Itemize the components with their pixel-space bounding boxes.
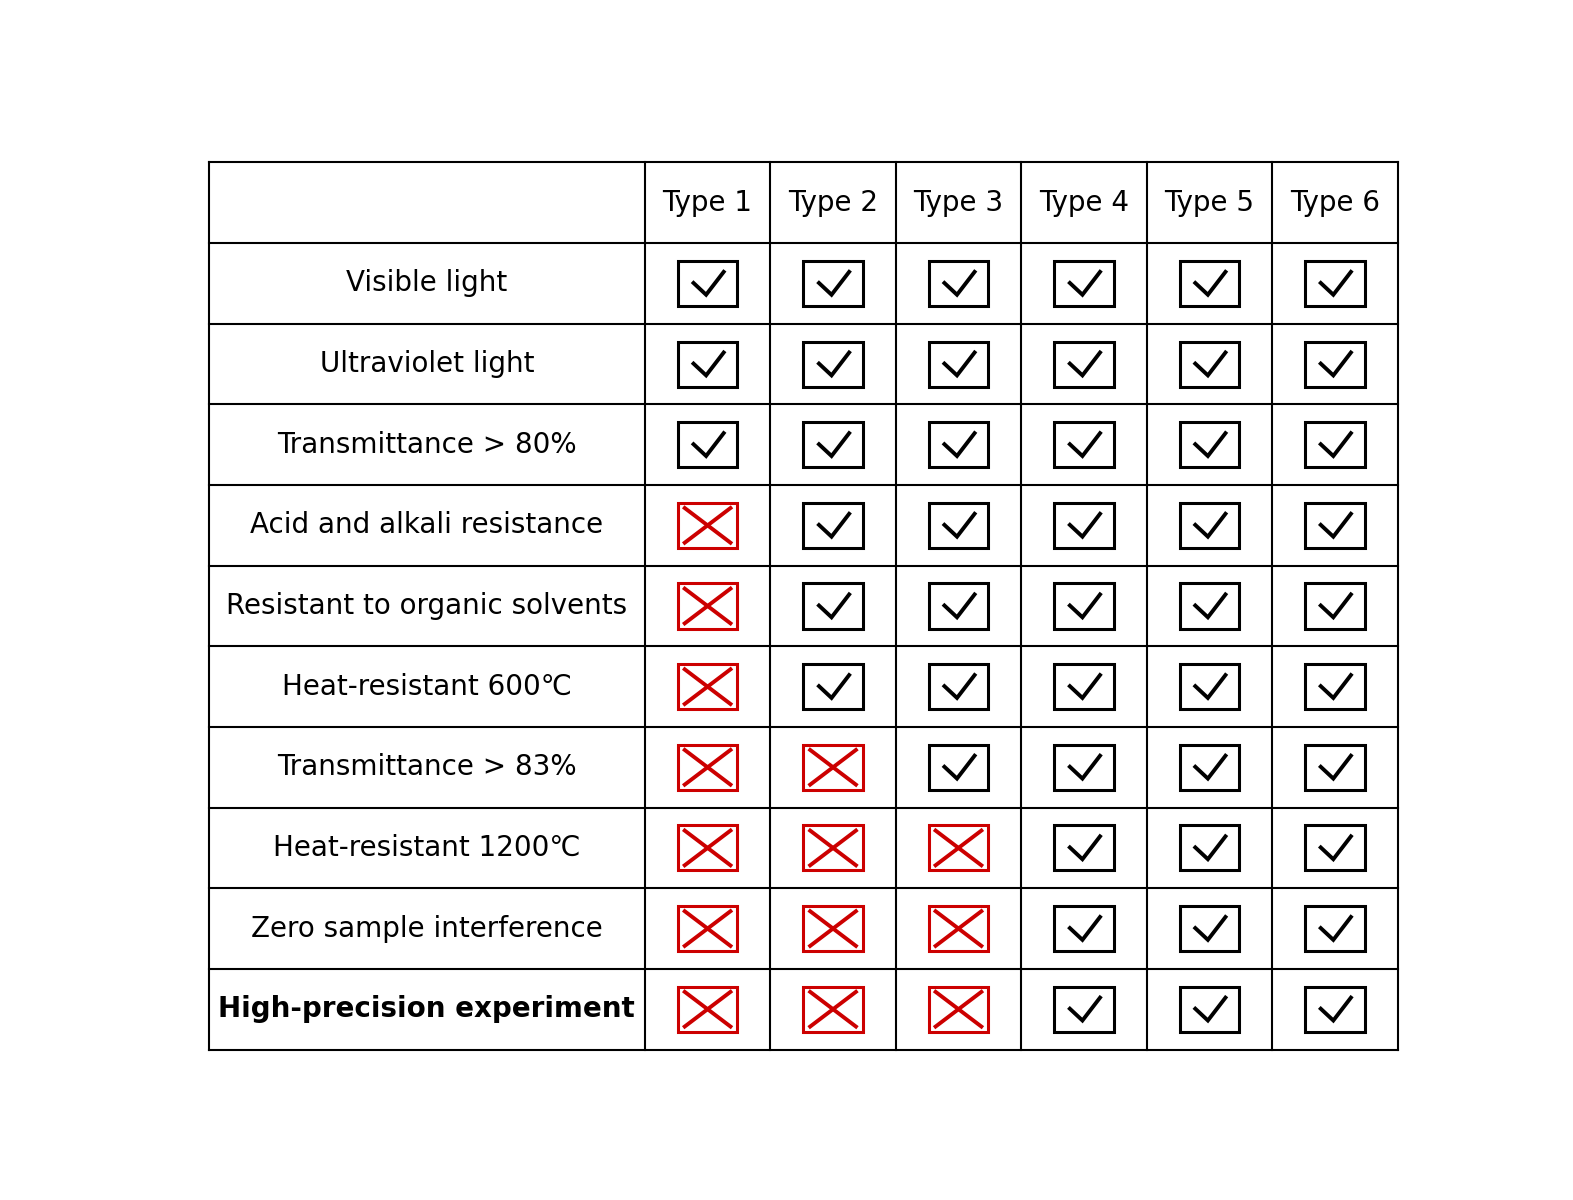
Text: Transmittance > 83%: Transmittance > 83% xyxy=(277,754,577,781)
Text: Transmittance > 80%: Transmittance > 80% xyxy=(277,431,577,458)
Bar xyxy=(804,422,864,467)
Bar xyxy=(928,745,988,790)
Bar xyxy=(678,826,738,870)
Bar xyxy=(804,745,864,790)
Bar xyxy=(928,583,988,629)
Bar xyxy=(1306,422,1365,467)
Bar xyxy=(928,826,988,870)
Bar xyxy=(1054,503,1114,548)
Bar xyxy=(1054,260,1114,306)
Bar xyxy=(804,342,864,386)
Bar xyxy=(1054,664,1114,709)
Bar xyxy=(804,503,864,548)
Bar xyxy=(1180,906,1240,952)
Bar xyxy=(804,583,864,629)
Text: Visible light: Visible light xyxy=(346,270,508,298)
Bar xyxy=(1180,826,1240,870)
Text: Type 3: Type 3 xyxy=(914,188,1004,217)
Bar xyxy=(928,422,988,467)
Bar xyxy=(1306,986,1365,1032)
Bar xyxy=(1054,986,1114,1032)
Text: Type 2: Type 2 xyxy=(788,188,878,217)
Bar xyxy=(678,422,738,467)
Bar xyxy=(1306,503,1365,548)
Bar xyxy=(928,906,988,952)
Text: Ultraviolet light: Ultraviolet light xyxy=(319,350,535,378)
Bar xyxy=(928,260,988,306)
Bar xyxy=(678,745,738,790)
Bar xyxy=(804,826,864,870)
Bar xyxy=(1180,342,1240,386)
Bar xyxy=(678,260,738,306)
Bar xyxy=(1180,422,1240,467)
Bar xyxy=(1180,583,1240,629)
Text: Type 5: Type 5 xyxy=(1164,188,1254,217)
Bar xyxy=(1306,664,1365,709)
Text: Type 6: Type 6 xyxy=(1290,188,1380,217)
Bar xyxy=(1054,906,1114,952)
Bar xyxy=(928,503,988,548)
Bar xyxy=(804,986,864,1032)
Bar xyxy=(1180,260,1240,306)
Bar xyxy=(928,342,988,386)
Bar xyxy=(678,583,738,629)
Bar xyxy=(804,260,864,306)
Bar xyxy=(678,342,738,386)
Bar xyxy=(1054,745,1114,790)
Bar xyxy=(928,986,988,1032)
Bar xyxy=(1180,503,1240,548)
Bar xyxy=(1306,260,1365,306)
Bar xyxy=(1306,342,1365,386)
Text: Zero sample interference: Zero sample interference xyxy=(252,914,602,942)
Bar xyxy=(1306,906,1365,952)
Bar xyxy=(678,906,738,952)
Bar xyxy=(678,503,738,548)
Bar xyxy=(928,664,988,709)
Bar xyxy=(1054,422,1114,467)
Bar xyxy=(804,664,864,709)
Text: High-precision experiment: High-precision experiment xyxy=(219,995,635,1024)
Text: Type 4: Type 4 xyxy=(1038,188,1129,217)
Bar xyxy=(1306,583,1365,629)
Text: Heat-resistant 1200℃: Heat-resistant 1200℃ xyxy=(274,834,580,862)
Bar xyxy=(1306,745,1365,790)
Bar xyxy=(678,986,738,1032)
Bar xyxy=(1180,986,1240,1032)
Bar xyxy=(1054,342,1114,386)
Bar xyxy=(1054,583,1114,629)
Bar xyxy=(804,906,864,952)
Text: Acid and alkali resistance: Acid and alkali resistance xyxy=(250,511,604,539)
Bar xyxy=(1180,745,1240,790)
Bar xyxy=(678,664,738,709)
Text: Resistant to organic solvents: Resistant to organic solvents xyxy=(227,592,628,620)
Bar xyxy=(1306,826,1365,870)
Bar xyxy=(1054,826,1114,870)
Text: Type 1: Type 1 xyxy=(662,188,752,217)
Bar xyxy=(1180,664,1240,709)
Text: Heat-resistant 600℃: Heat-resistant 600℃ xyxy=(282,673,571,701)
